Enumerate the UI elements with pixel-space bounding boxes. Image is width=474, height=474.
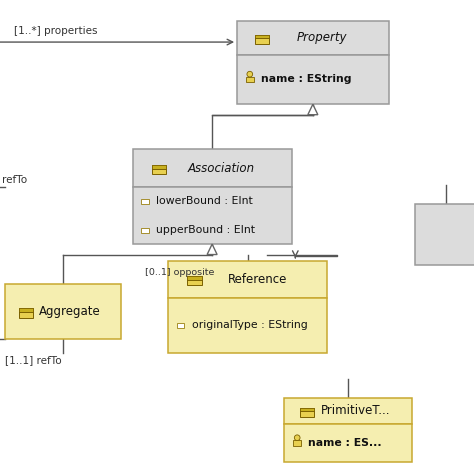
Text: name : EString: name : EString — [261, 74, 351, 84]
Bar — [237, 55, 389, 104]
Bar — [246, 77, 254, 82]
Text: name : ES...: name : ES... — [308, 438, 382, 448]
Bar — [187, 276, 201, 285]
Circle shape — [247, 72, 253, 77]
Bar — [141, 228, 149, 233]
Bar — [152, 165, 166, 169]
Polygon shape — [207, 244, 217, 255]
Bar — [237, 21, 389, 55]
Bar — [284, 424, 412, 462]
Bar — [187, 276, 201, 280]
Text: Aggregate: Aggregate — [39, 305, 100, 318]
Text: Reference: Reference — [228, 273, 287, 286]
Text: Association: Association — [188, 162, 255, 175]
Text: lowerBound : EInt: lowerBound : EInt — [156, 196, 253, 207]
Bar — [168, 298, 327, 353]
Bar — [300, 408, 314, 417]
Bar — [133, 149, 292, 187]
Text: [1..1] refTo: [1..1] refTo — [5, 356, 61, 365]
Bar — [284, 398, 412, 424]
Text: refTo: refTo — [2, 175, 27, 185]
Text: PrimitiveT...: PrimitiveT... — [321, 404, 391, 418]
Bar — [5, 284, 121, 339]
Text: Property: Property — [297, 31, 347, 45]
Text: [1..*] properties: [1..*] properties — [14, 26, 98, 36]
Bar — [255, 35, 269, 38]
Bar — [293, 440, 301, 446]
Polygon shape — [308, 104, 318, 115]
Bar — [18, 309, 33, 312]
Bar — [177, 323, 184, 328]
Text: originalType : EString: originalType : EString — [192, 320, 308, 330]
Text: [0..1] opposite: [0..1] opposite — [145, 268, 214, 277]
Bar — [152, 165, 166, 174]
Circle shape — [294, 435, 300, 441]
Text: upperBound : EInt: upperBound : EInt — [156, 225, 255, 235]
Bar — [415, 204, 474, 265]
Bar — [255, 35, 269, 44]
Bar — [168, 261, 327, 298]
Bar — [133, 187, 292, 244]
Bar — [300, 408, 314, 411]
Bar — [141, 199, 149, 204]
Bar — [18, 309, 33, 318]
